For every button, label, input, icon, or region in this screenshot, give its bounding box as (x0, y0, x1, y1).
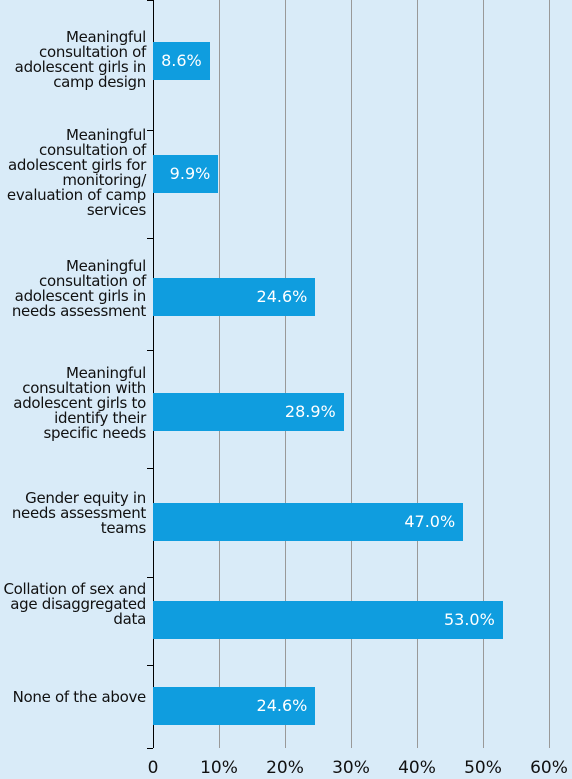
category-label: Meaningful consultation of adolescent gi… (6, 126, 146, 219)
bar (153, 393, 344, 431)
grid-line (549, 0, 550, 748)
value-label: 8.6% (161, 51, 202, 70)
value-label: 24.6% (256, 287, 308, 306)
grid-line (351, 0, 352, 748)
x-tick-label: 10% (200, 758, 238, 778)
axis-tick (147, 130, 153, 131)
bar (153, 42, 210, 80)
x-tick-label: 50% (464, 758, 502, 778)
x-tick-label: 40% (398, 758, 436, 778)
x-tick-label: 60% (530, 758, 568, 778)
value-label: 9.9% (169, 164, 211, 183)
bar (153, 601, 503, 639)
value-label: 24.6% (256, 696, 308, 715)
bar (153, 687, 316, 725)
axis-tick (147, 350, 153, 351)
x-tick-label: 20% (266, 758, 304, 778)
value-label: 53.0% (443, 610, 495, 629)
y-axis (153, 0, 154, 748)
axis-tick (147, 748, 153, 749)
axis-tick (147, 238, 153, 239)
value-label: 47.0% (404, 512, 456, 531)
x-tick-label: 30% (332, 758, 370, 778)
bar (153, 503, 464, 541)
grid-line (483, 0, 484, 748)
category-label: None of the above (12, 688, 147, 706)
grid-line (219, 0, 220, 748)
category-label: Meaningful consultation of adolescent gi… (14, 28, 147, 91)
axis-tick (147, 665, 153, 666)
category-label: Meaningful consultation of adolescent gi… (11, 256, 146, 320)
axis-tick (147, 577, 153, 578)
grid-line (285, 0, 286, 748)
category-label: Meaningful consultation with adolescent … (13, 364, 146, 442)
axis-tick (147, 0, 153, 1)
axis-tick (147, 468, 153, 469)
grid-line (417, 0, 418, 748)
value-label: 28.9% (284, 402, 336, 421)
bar (153, 155, 219, 193)
category-label: Collation of sex and age disaggregated d… (3, 579, 146, 628)
category-label: Gender equity in needs assessment teams (11, 489, 146, 537)
x-tick-label: 0 (147, 758, 159, 778)
bar (153, 278, 316, 316)
